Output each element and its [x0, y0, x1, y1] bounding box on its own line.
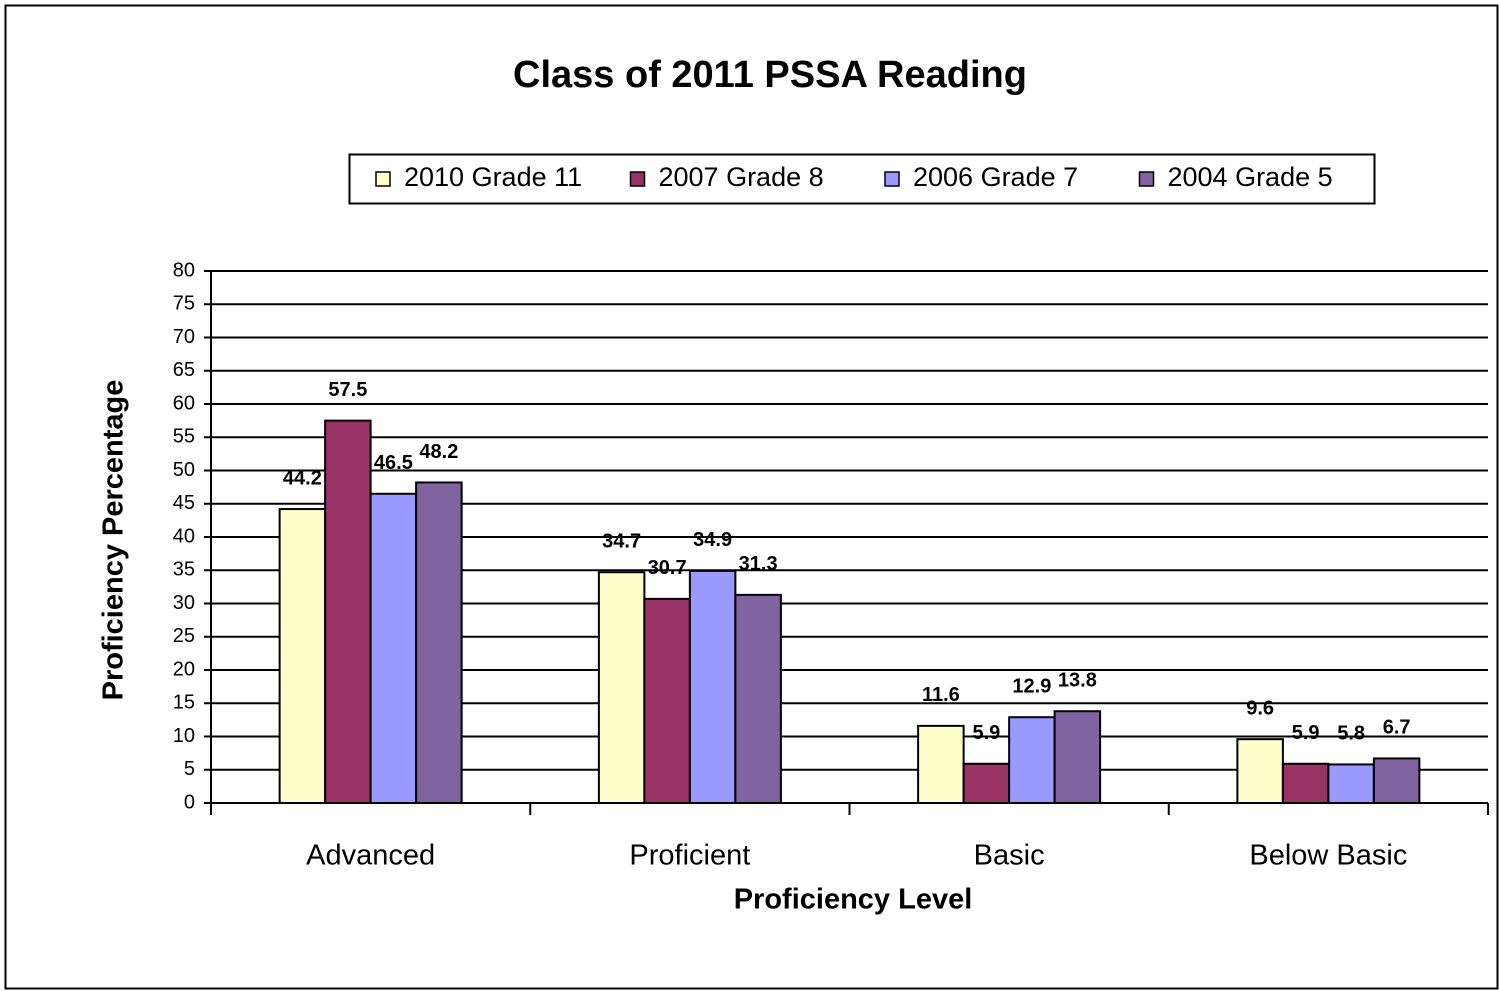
data-label: 5.8 — [1337, 723, 1365, 745]
data-label: 6.7 — [1383, 717, 1411, 739]
y-tick-label: 25 — [173, 625, 195, 647]
chart-title: Class of 2011 PSSA Reading — [513, 54, 1027, 96]
y-tick-label: 55 — [173, 426, 195, 448]
legend-label: 2007 Grade 8 — [659, 162, 824, 192]
y-tick-label: 50 — [173, 459, 195, 481]
y-axis-title: Proficiency Percentage — [98, 380, 130, 701]
x-tick-label: Proficient — [629, 840, 750, 872]
x-tick-label: Advanced — [306, 840, 435, 872]
data-label: 5.9 — [1292, 722, 1320, 744]
y-tick-label: 70 — [173, 326, 195, 348]
x-axis-title: Proficiency Level — [734, 884, 973, 916]
bar — [734, 593, 782, 804]
data-label: 31.3 — [739, 553, 778, 575]
bar — [1053, 710, 1102, 804]
bar — [917, 724, 965, 804]
y-tick-label: 20 — [173, 658, 195, 680]
legend-swatch — [1138, 171, 1155, 187]
bar — [597, 571, 646, 804]
y-tick-label: 35 — [173, 559, 195, 581]
y-tick-label: 60 — [173, 392, 195, 414]
x-tick-label: Below Basic — [1249, 840, 1407, 872]
legend-swatch — [629, 171, 646, 187]
x-tick-label: Basic — [974, 840, 1045, 872]
y-tick-label: 10 — [173, 725, 195, 747]
data-label: 44.2 — [283, 467, 322, 489]
bar — [1008, 716, 1056, 805]
bar — [1372, 757, 1421, 805]
bar — [1327, 763, 1375, 804]
y-tick-label: 40 — [173, 525, 195, 547]
y-tick-label: 65 — [173, 359, 195, 381]
legend-swatch — [375, 171, 391, 187]
data-label: 48.2 — [419, 441, 458, 463]
data-label: 5.9 — [972, 722, 1000, 744]
data-label: 34.9 — [693, 529, 732, 551]
y-tick-label: 5 — [184, 758, 195, 780]
bar — [643, 597, 691, 804]
data-label: 34.7 — [602, 531, 641, 553]
legend-swatch — [884, 171, 900, 187]
bar — [1236, 738, 1284, 804]
bar — [415, 481, 463, 804]
data-label: 13.8 — [1058, 670, 1097, 692]
legend-label: 2006 Grade 7 — [913, 162, 1078, 192]
bar — [688, 569, 737, 804]
y-tick-label: 80 — [173, 259, 195, 281]
y-tick-label: 30 — [173, 592, 195, 614]
y-tick-label: 0 — [184, 791, 195, 813]
data-label: 46.5 — [374, 452, 413, 474]
data-label: 57.5 — [328, 379, 367, 401]
bar — [324, 419, 372, 804]
data-label: 12.9 — [1012, 675, 1051, 697]
bar — [278, 508, 327, 804]
bar — [1281, 762, 1330, 805]
data-label: 30.7 — [648, 557, 687, 579]
data-label: 11.6 — [922, 684, 960, 706]
y-tick-label: 75 — [173, 293, 195, 315]
bar — [369, 492, 418, 804]
legend-label: 2010 Grade 11 — [404, 162, 582, 192]
data-label: 9.6 — [1246, 697, 1274, 719]
legend-box — [348, 153, 1376, 205]
legend-label: 2004 Grade 5 — [1168, 162, 1333, 192]
y-tick-label: 45 — [173, 492, 195, 514]
bar — [962, 762, 1011, 805]
y-tick-label: 15 — [173, 692, 195, 714]
